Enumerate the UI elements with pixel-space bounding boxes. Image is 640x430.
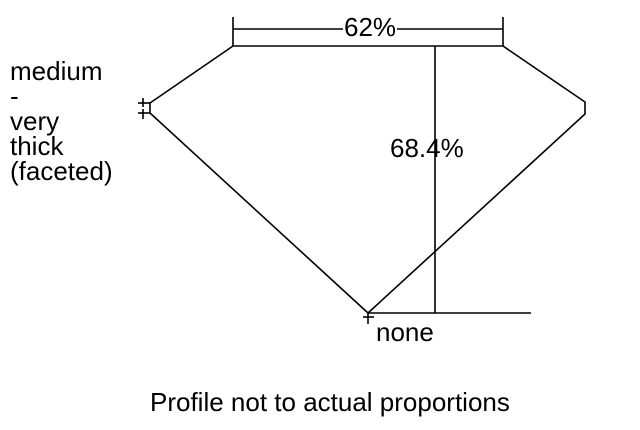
table-percent-label: 62% (343, 12, 398, 42)
girdle-thickness-label: medium - very thick (faceted) (10, 56, 113, 186)
gem-outline (149, 45, 586, 315)
girdle-line: medium (10, 56, 103, 86)
caption: Profile not to actual proportions (150, 387, 510, 417)
culet-marker (363, 312, 374, 324)
girdle-line: very (10, 106, 60, 136)
girdle-line: thick (10, 131, 64, 161)
girdle-line: (faceted) (10, 156, 113, 186)
depth-percent-label: 68.4% (390, 133, 464, 163)
culet-label: none (376, 317, 434, 347)
girdle-line: - (10, 81, 19, 111)
girdle-marker (138, 98, 150, 119)
